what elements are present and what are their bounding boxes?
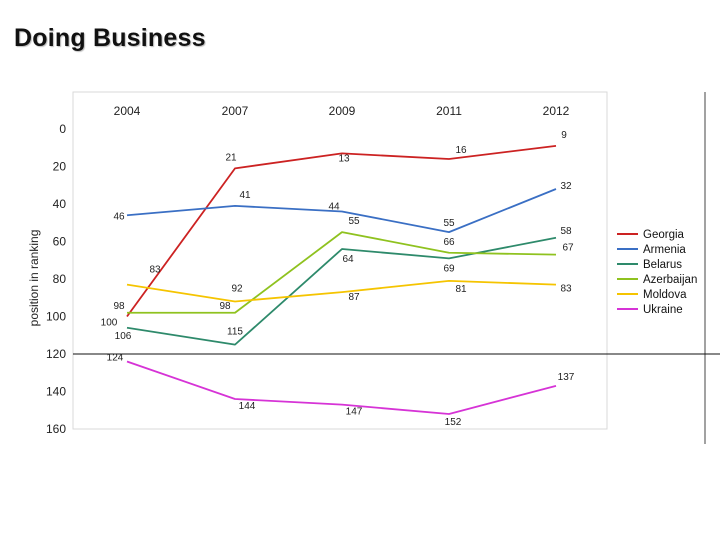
data-label-georgia: 16 xyxy=(455,145,467,156)
series-line-georgia xyxy=(126,144,557,318)
y-tick-label: 140 xyxy=(46,385,66,399)
x-tick-label: 2009 xyxy=(329,104,356,118)
y-axis: 0 20 40 60 80 100 120 140 160 position in ranking xyxy=(27,122,66,436)
plot-frame xyxy=(72,91,608,430)
legend-label-belarus: Belarus xyxy=(643,259,682,271)
x-tick-label: 2004 xyxy=(114,104,141,118)
data-label-moldova: 87 xyxy=(348,292,360,303)
legend-label-azerbaijan: Azerbaijan xyxy=(643,274,697,286)
data-label-armenia: 32 xyxy=(560,181,572,192)
data-label-georgia: 9 xyxy=(561,130,567,141)
series-line-armenia xyxy=(126,188,557,234)
data-label-moldova: 83 xyxy=(560,284,572,295)
y-tick-label: 80 xyxy=(53,272,67,286)
data-label-armenia: 41 xyxy=(239,190,251,201)
data-label-moldova: 81 xyxy=(455,284,467,295)
data-label-azerbaijan: 67 xyxy=(562,243,574,254)
series-line-moldova xyxy=(126,279,557,303)
series-line-belarus xyxy=(126,236,557,346)
data-label-moldova: 83 xyxy=(149,265,161,276)
data-label-belarus: 58 xyxy=(560,226,572,237)
y-tick-label: 0 xyxy=(59,122,66,136)
data-label-ukraine: 137 xyxy=(558,372,575,383)
y-axis-label: position in ranking xyxy=(27,230,41,327)
x-tick-label: 2012 xyxy=(543,104,570,118)
y-tick-label: 160 xyxy=(46,422,66,436)
data-label-moldova: 92 xyxy=(231,284,243,295)
data-label-azerbaijan: 98 xyxy=(113,301,125,312)
series-line-ukraine xyxy=(126,360,557,415)
data-label-belarus: 64 xyxy=(342,254,354,265)
y-tick-label: 60 xyxy=(53,235,67,249)
y-tick-label: 120 xyxy=(46,347,66,361)
data-label-azerbaijan: 98 xyxy=(219,301,231,312)
data-label-georgia: 13 xyxy=(338,153,350,164)
legend: Georgia Armenia Belarus Azerbaijan Moldova Uk… xyxy=(617,229,697,316)
data-label-armenia: 46 xyxy=(113,211,125,222)
legend-label-ukraine: Ukraine xyxy=(643,304,683,316)
data-label-ukraine: 147 xyxy=(346,407,363,418)
legend-label-armenia: Armenia xyxy=(643,244,686,256)
slide-title: Doing Business xyxy=(14,24,206,52)
x-tick-label: 2007 xyxy=(222,104,249,118)
x-axis: 2004 2007 2009 2011 2012 xyxy=(114,104,570,118)
data-label-ukraine: 124 xyxy=(107,353,124,364)
series-layer xyxy=(126,144,557,415)
legend-label-georgia: Georgia xyxy=(643,229,685,241)
series-line-azerbaijan xyxy=(127,231,557,314)
y-tick-label: 20 xyxy=(53,160,67,174)
data-label-georgia: 100 xyxy=(101,318,118,329)
data-label-armenia: 55 xyxy=(443,218,455,229)
data-label-armenia: 44 xyxy=(328,202,340,213)
data-label-belarus: 69 xyxy=(443,263,455,274)
data-label-georgia: 21 xyxy=(225,152,237,163)
legend-label-moldova: Moldova xyxy=(643,289,687,301)
data-label-belarus: 106 xyxy=(115,331,132,342)
data-label-azerbaijan: 66 xyxy=(443,237,455,248)
data-label-ukraine: 144 xyxy=(239,401,256,412)
data-labels: 100 21 13 16 9 46 41 44 55 32 106 115 64 69 58 98 98 55 66… xyxy=(101,130,575,428)
y-tick-label: 100 xyxy=(46,310,66,324)
data-label-azerbaijan: 55 xyxy=(348,216,360,227)
data-label-belarus: 115 xyxy=(227,327,243,338)
data-label-ukraine: 152 xyxy=(445,417,462,428)
y-tick-label: 40 xyxy=(53,197,67,211)
x-tick-label: 2011 xyxy=(436,104,462,118)
